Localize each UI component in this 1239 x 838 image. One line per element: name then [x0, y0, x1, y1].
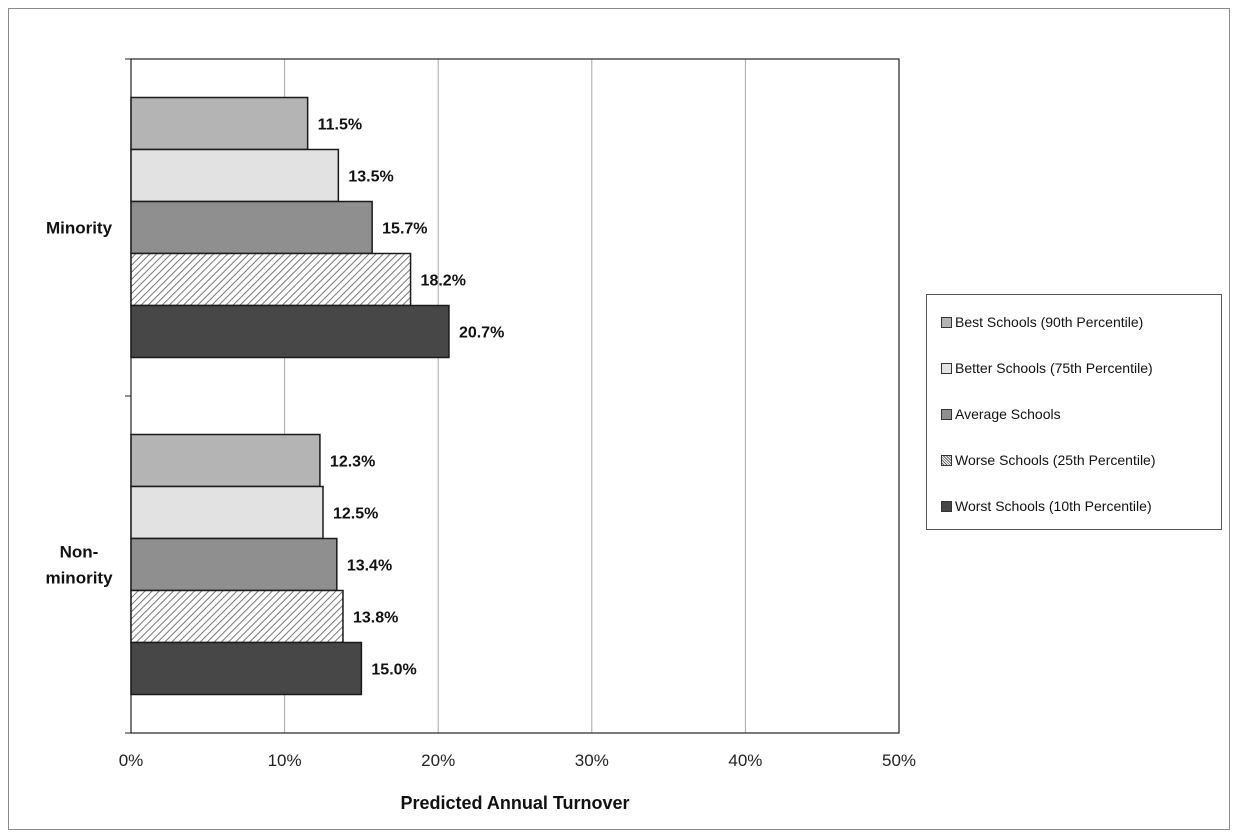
x-axis-title: Predicted Annual Turnover — [400, 793, 629, 813]
category-label: Non- — [60, 543, 99, 562]
x-tick-label: 10% — [268, 751, 302, 770]
data-label: 13.5% — [348, 169, 393, 186]
legend-item: Average Schools — [941, 391, 1221, 437]
bar — [130, 148, 340, 203]
legend: Best Schools (90th Percentile) Better Sch… — [926, 294, 1222, 530]
legend-label: Worse Schools (25th Percentile) — [955, 452, 1156, 468]
data-label: 13.4% — [347, 558, 392, 575]
legend-item: Better Schools (75th Percentile) — [941, 345, 1221, 391]
bar — [130, 433, 321, 488]
legend-label: Better Schools (75th Percentile) — [955, 360, 1153, 376]
data-label: 18.2% — [421, 273, 466, 290]
legend-label: Worst Schools (10th Percentile) — [955, 498, 1152, 514]
legend-swatch — [941, 454, 952, 466]
category-label: minority — [45, 569, 113, 588]
bar — [130, 96, 309, 151]
data-label: 13.8% — [353, 610, 398, 627]
category-label: Minority — [46, 219, 113, 238]
legend-swatch — [941, 500, 952, 512]
legend-item: Worse Schools (25th Percentile) — [941, 437, 1221, 483]
data-label: 11.5% — [318, 117, 362, 134]
x-tick-label: 0% — [119, 751, 144, 770]
bar — [130, 537, 338, 592]
legend-label: Best Schools (90th Percentile) — [955, 314, 1144, 330]
data-label: 12.5% — [333, 506, 378, 523]
legend-label: Average Schools — [955, 406, 1061, 422]
x-tick-label: 30% — [575, 751, 609, 770]
data-label: 20.7% — [459, 325, 504, 342]
legend-item: Worst Schools (10th Percentile) — [941, 483, 1221, 529]
data-label: 15.0% — [371, 662, 416, 679]
legend-item: Best Schools (90th Percentile) — [941, 299, 1221, 345]
data-label: 12.3% — [330, 454, 375, 471]
legend-swatch — [941, 316, 952, 328]
data-label: 15.7% — [382, 221, 427, 238]
bar — [130, 589, 344, 644]
bar — [130, 200, 373, 255]
bar — [130, 304, 450, 359]
bar — [130, 641, 363, 696]
bar — [130, 252, 412, 307]
legend-swatch — [941, 408, 952, 420]
x-tick-label: 50% — [882, 751, 916, 770]
x-tick-label: 40% — [728, 751, 762, 770]
x-tick-label: 20% — [421, 751, 455, 770]
bar — [130, 485, 324, 540]
legend-swatch — [941, 362, 952, 374]
